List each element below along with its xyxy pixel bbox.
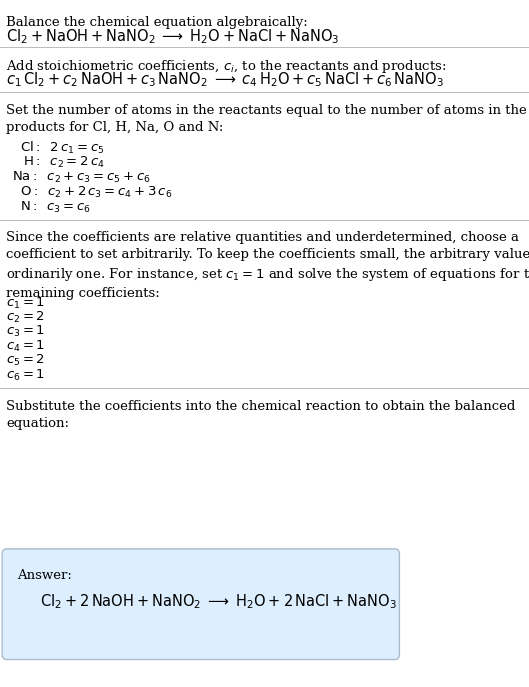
Text: $c_6 = 1$: $c_6 = 1$ [6, 368, 45, 383]
Text: $\mathrm{H{:}}\;\; c_2 = 2\,c_4$: $\mathrm{H{:}}\;\; c_2 = 2\,c_4$ [23, 155, 105, 170]
Text: $c_3 = 1$: $c_3 = 1$ [6, 324, 45, 339]
Text: $c_4 = 1$: $c_4 = 1$ [6, 339, 45, 354]
Text: $\mathrm{N{:}}\;\; c_3 = c_6$: $\mathrm{N{:}}\;\; c_3 = c_6$ [20, 200, 91, 215]
Text: Set the number of atoms in the reactants equal to the number of atoms in the
pro: Set the number of atoms in the reactants… [6, 104, 527, 134]
Text: $c_1\,\mathrm{Cl_2} + c_2\,\mathrm{NaOH} + c_3\,\mathrm{NaNO_2} \;\longrightarro: $c_1\,\mathrm{Cl_2} + c_2\,\mathrm{NaOH}… [6, 71, 444, 89]
Text: $c_2 = 2$: $c_2 = 2$ [6, 310, 45, 325]
Text: Balance the chemical equation algebraically:: Balance the chemical equation algebraica… [6, 16, 308, 29]
Text: $\mathrm{Cl_2 + NaOH + NaNO_2} \;\longrightarrow\; \mathrm{H_2O + NaCl + NaNO_3}: $\mathrm{Cl_2 + NaOH + NaNO_2} \;\longri… [6, 27, 340, 46]
Text: Answer:: Answer: [17, 569, 72, 582]
Text: $c_5 = 2$: $c_5 = 2$ [6, 353, 45, 368]
Text: $\mathrm{Cl{:}}\;\; 2\,c_1 = c_5$: $\mathrm{Cl{:}}\;\; 2\,c_1 = c_5$ [20, 139, 105, 155]
Text: $\mathrm{Na{:}}\;\; c_2 + c_3 = c_5 + c_6$: $\mathrm{Na{:}}\;\; c_2 + c_3 = c_5 + c_… [12, 170, 150, 185]
Text: Add stoichiometric coefficients, $c_i$, to the reactants and products:: Add stoichiometric coefficients, $c_i$, … [6, 58, 446, 75]
Text: $\mathrm{Cl_2 + 2\,NaOH + NaNO_2} \;\longrightarrow\; \mathrm{H_2O + 2\,NaCl + N: $\mathrm{Cl_2 + 2\,NaOH + NaNO_2} \;\lon… [40, 592, 397, 611]
Text: Substitute the coefficients into the chemical reaction to obtain the balanced
eq: Substitute the coefficients into the che… [6, 400, 516, 430]
Text: $\mathrm{O{:}}\;\; c_2 + 2\,c_3 = c_4 + 3\,c_6$: $\mathrm{O{:}}\;\; c_2 + 2\,c_3 = c_4 + … [20, 185, 172, 200]
Text: $c_1 = 1$: $c_1 = 1$ [6, 295, 45, 311]
FancyBboxPatch shape [2, 549, 399, 660]
Text: Since the coefficients are relative quantities and underdetermined, choose a
coe: Since the coefficients are relative quan… [6, 231, 529, 300]
